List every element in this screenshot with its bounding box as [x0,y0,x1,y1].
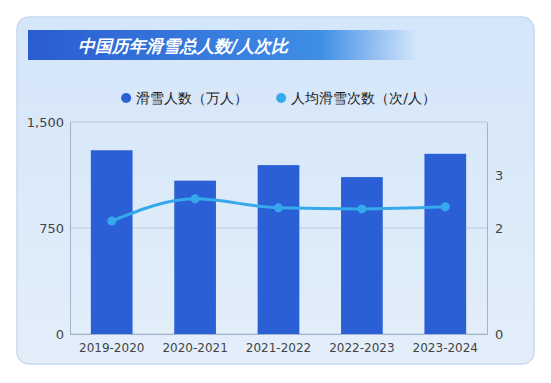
tick: 2022-2023 [329,334,394,355]
marker [191,194,200,203]
marker [357,204,366,213]
marker [107,217,116,226]
axis-line [70,123,71,335]
legend-swatch [121,93,131,103]
tick-label: 3 [495,168,503,183]
tick-label: 2021-2022 [246,341,311,355]
bar [258,165,300,334]
line [112,199,446,221]
tick-label: 2022-2023 [329,341,394,355]
legend: 滑雪人数（万人） 人均滑雪次数（次/人） [121,90,436,106]
plot [91,150,466,334]
title-banner [28,30,418,60]
tick-label: 1,500 [27,115,64,130]
tick-label: 0 [495,327,503,342]
bar [91,150,133,334]
tick: 2020-2021 [162,334,227,355]
legend-item: 人均滑雪次数（次/人） [276,90,436,106]
tick: 0 [487,327,503,342]
card [17,17,534,364]
axis-line [71,334,488,335]
tick: 3 [487,168,503,183]
y-axis: 0 750 1,500 [27,115,71,342]
title: 中国历年滑雪总人数/人次比 [78,36,290,56]
tick-label: 2019-2020 [79,341,144,355]
bar [341,177,383,334]
x-axis: 2019-2020 2020-2021 2021-2022 2022-2023 2023… [71,334,488,355]
legend-item: 滑雪人数（万人） [121,90,248,106]
legend-swatch [276,93,286,103]
tick: 0 [56,327,70,342]
y2-axis: 0 2 3 [487,123,503,342]
tick-label: 0 [56,327,64,342]
bar [174,181,216,334]
tick: 750 [39,221,70,236]
marker [441,202,450,211]
tick: 2023-2024 [413,334,478,355]
chart: 中国历年滑雪总人数/人次比滑雪人数（万人） 人均滑雪次数（次/人） 0 750 1,50… [0,0,551,383]
tick: 2021-2022 [246,334,311,355]
legend-label: 人均滑雪次数（次/人） [291,90,436,106]
tick-label: 2 [495,221,503,236]
legend-label: 滑雪人数（万人） [136,90,248,106]
tick: 2 [487,221,503,236]
marker [274,203,283,212]
grid-line [70,122,487,123]
tick-label: 750 [39,221,64,236]
tick-label: 2023-2024 [413,341,478,355]
axis-line [487,123,488,335]
tick-label: 2020-2021 [162,341,227,355]
tick: 2019-2020 [79,334,144,355]
bar [424,154,466,334]
tick: 1,500 [27,115,70,130]
